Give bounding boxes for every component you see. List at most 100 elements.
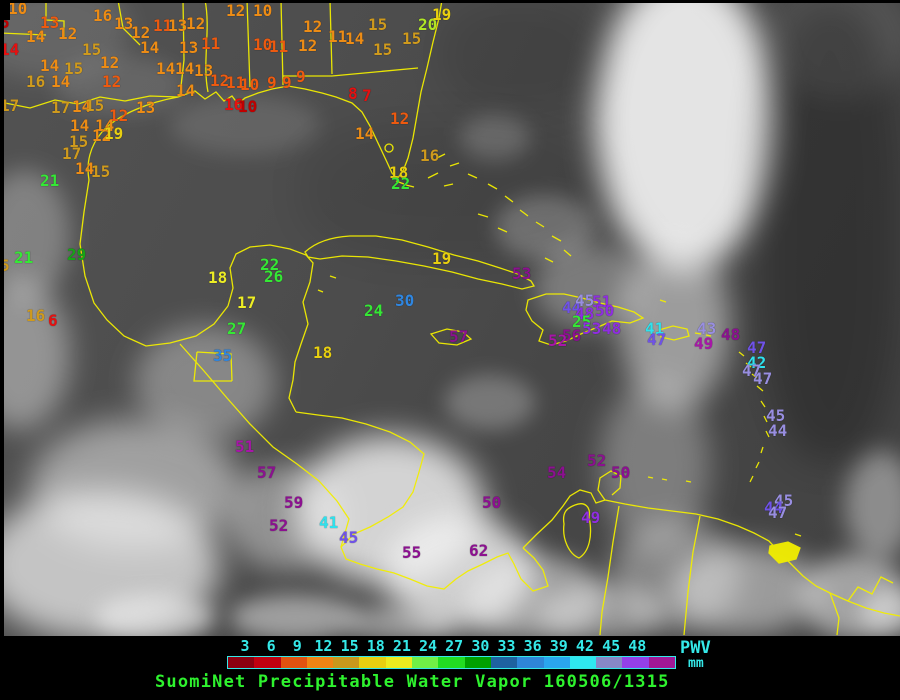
legend-tick-label: 33 (497, 637, 516, 655)
station-pwv-value: 49 (581, 508, 601, 527)
station-pwv-value: 7 (362, 86, 372, 105)
station-pwv-value: 30 (395, 291, 415, 310)
cloud-patch (230, 595, 360, 636)
dark-water-patch (760, 0, 900, 460)
station-pwv-value: 19 (432, 5, 452, 24)
station-pwv-value: 10 (8, 0, 28, 18)
station-pwv-value: 45 (774, 491, 794, 510)
station-pwv-value: 51 (592, 292, 612, 311)
station-pwv-value: 12 (390, 109, 410, 128)
station-pwv-value: 15 (368, 15, 388, 34)
legend-tick-label: 12 (314, 637, 333, 655)
station-pwv-value: 17 (51, 98, 71, 117)
station-pwv-value: 12 (226, 1, 246, 20)
legend-tick-label: 27 (445, 637, 464, 655)
station-pwv-value: 14 (345, 29, 365, 48)
legend-tick-label: 3 (240, 637, 250, 655)
station-pwv-value: 17 (62, 144, 82, 163)
legend-color-segment (306, 657, 334, 668)
station-pwv-value: 50 (595, 301, 615, 320)
station-value-layer: 10 13 14 12 15 14 15 16 14 12 12 17 17 14 15 13 12 14 14 12… (0, 0, 794, 562)
border-guatemala (193, 351, 233, 382)
dark-water-patch (440, 0, 600, 110)
cloud-patch (620, 240, 730, 410)
station-pwv-value: 44 (768, 421, 788, 440)
station-pwv-value: 55 (402, 543, 422, 562)
station-pwv-value: 9 (282, 73, 292, 92)
station-pwv-value: 48 (575, 304, 595, 323)
legend-color-segment (464, 657, 491, 668)
station-pwv-value: 21 (14, 248, 34, 267)
legend-colorbar (227, 656, 676, 669)
station-pwv-value: 53 (582, 319, 602, 338)
legend-color-segment (569, 657, 597, 668)
station-pwv-value: 5 (0, 256, 10, 275)
station-pwv-value: 11 (153, 16, 173, 35)
legend-color-segment (543, 657, 570, 668)
station-pwv-value: 47 (753, 369, 773, 388)
station-pwv-value: 44 (764, 498, 784, 517)
station-pwv-value: 14 (95, 116, 115, 135)
cloud-patch (445, 375, 535, 430)
station-pwv-value: 14 (175, 59, 195, 78)
legend-color-segment (490, 657, 518, 668)
station-pwv-value: 10 (238, 97, 258, 116)
station-pwv-value: 50 (611, 463, 631, 482)
state-borders (0, 0, 419, 96)
station-pwv-value: 49 (694, 334, 714, 353)
coastline-layer (0, 0, 900, 636)
station-pwv-value: 15 (82, 40, 102, 59)
legend-color-segment (648, 657, 676, 668)
station-pwv-value: 57 (257, 463, 277, 482)
legend-tick-label: 18 (366, 637, 385, 655)
station-pwv-value: 12 (100, 53, 120, 72)
station-pwv-value: 45 (339, 528, 359, 547)
station-pwv-value: 14 (140, 38, 160, 57)
legend-color-segment (438, 657, 465, 668)
station-pwv-value: 56 (562, 326, 582, 345)
station-pwv-value: 15 (69, 132, 89, 151)
station-pwv-value: 19 (104, 124, 124, 143)
station-pwv-value: 13 (136, 98, 156, 117)
station-pwv-value: 21 (40, 171, 60, 190)
station-pwv-value: 25 (572, 312, 592, 331)
station-pwv-value: 41 (319, 513, 339, 532)
station-pwv-value: 59 (284, 493, 304, 512)
station-pwv-value: 16 (26, 72, 46, 91)
station-pwv-value: 15 (402, 29, 422, 48)
station-pwv-value: 26 (264, 267, 284, 286)
legend-tick-label: 39 (549, 637, 568, 655)
station-pwv-value: 18 (389, 163, 409, 182)
station-pwv-value: 42 (747, 353, 767, 372)
cloud-patch (495, 195, 595, 260)
legend-color-segment (596, 657, 623, 668)
station-pwv-value: 5 (0, 13, 10, 32)
station-pwv-value: 51 (235, 437, 255, 456)
dark-water-patch (300, 120, 600, 260)
station-pwv-value: 54 (547, 463, 567, 482)
station-pwv-value: 43 (697, 319, 717, 338)
station-pwv-value: 12 (131, 23, 151, 42)
station-pwv-value: 41 (645, 319, 665, 338)
station-pwv-value: 22 (391, 174, 411, 193)
station-pwv-value: 29 (67, 245, 87, 264)
station-pwv-value: 50 (482, 493, 502, 512)
station-pwv-value: 16 (224, 95, 244, 114)
station-pwv-value: 52 (269, 516, 289, 535)
legend-color-segment (254, 657, 281, 668)
station-pwv-value: 14 (75, 159, 95, 178)
coastline-jamaica (429, 328, 473, 346)
cloud-patch (670, 545, 820, 635)
legend-tick-label: 42 (575, 637, 594, 655)
coastline-us-gulf (0, 0, 443, 181)
station-pwv-value: 10 (253, 35, 273, 54)
station-pwv-value: 9 (296, 67, 306, 86)
legend-tick-label: 30 (471, 637, 490, 655)
coastline-texas-mexico (79, 96, 229, 347)
station-pwv-value: 47 (747, 338, 767, 357)
legend-color-segment (412, 657, 439, 668)
river-mississippi (204, 0, 209, 93)
cloud-patch (600, 380, 710, 550)
station-pwv-value: 14 (72, 97, 92, 116)
